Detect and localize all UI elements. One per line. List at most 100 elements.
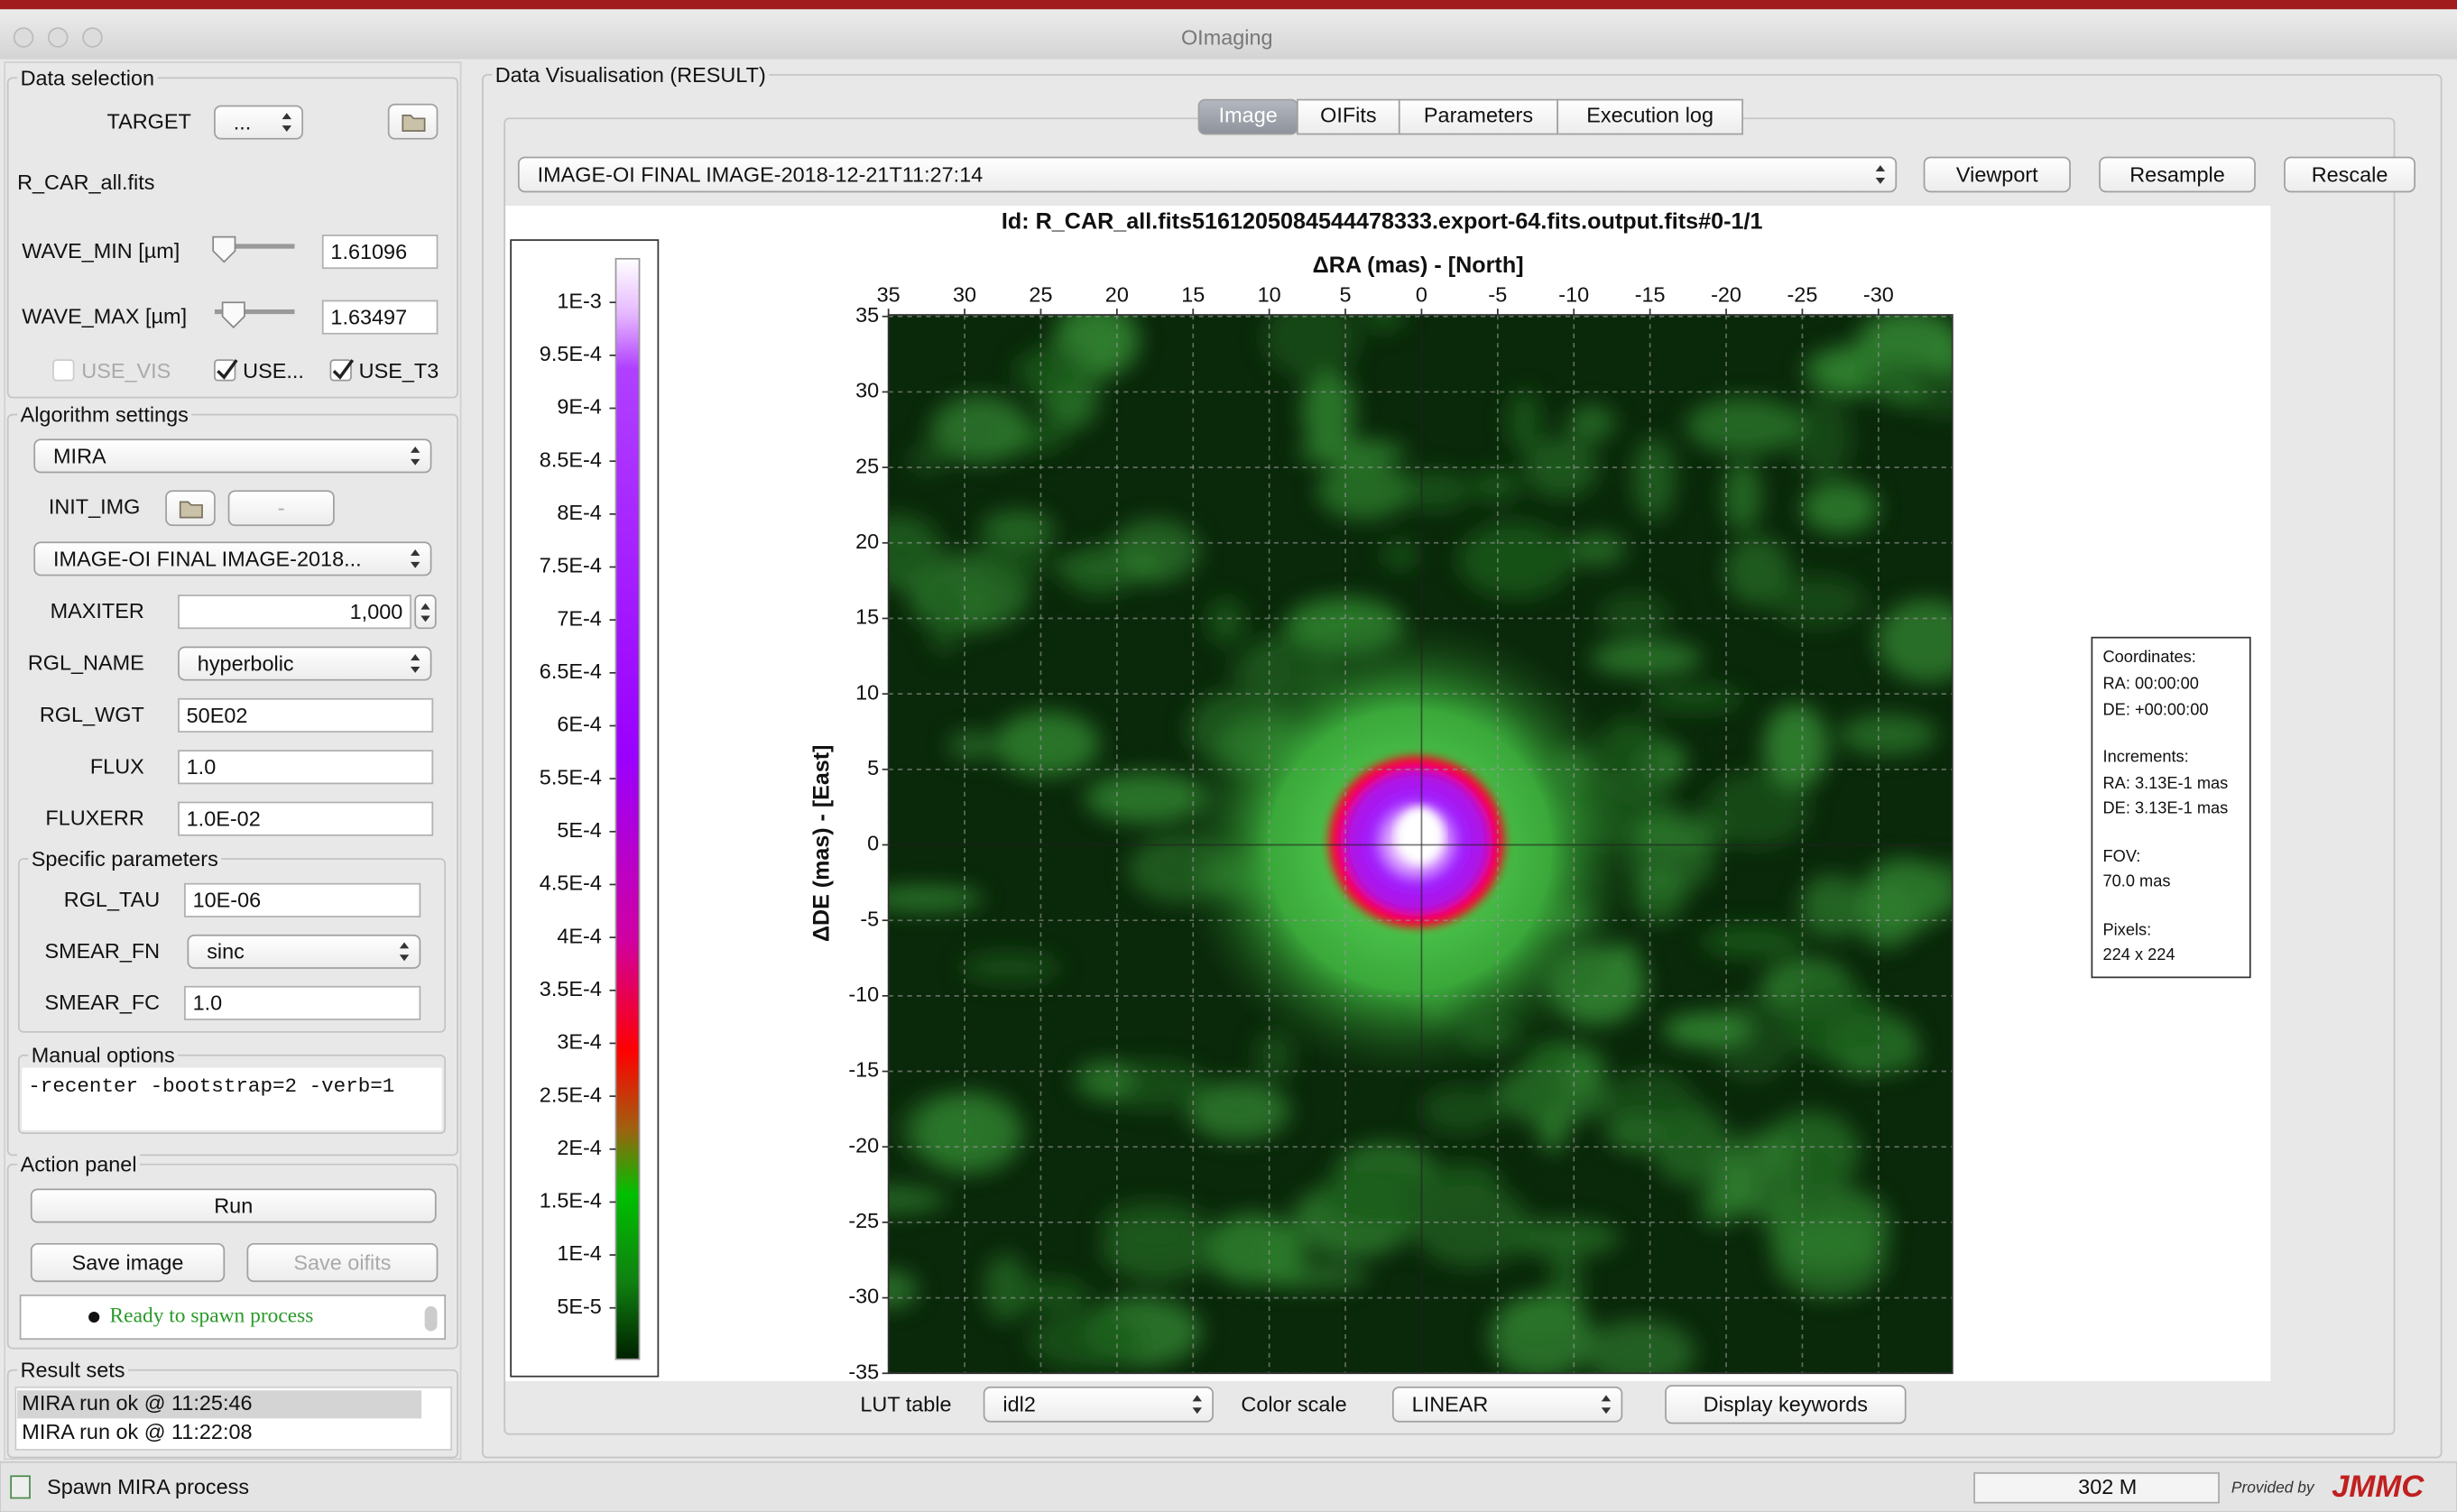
group-title-bg (17, 402, 192, 427)
view-button[interactable] (2099, 156, 2256, 193)
visualisation-group (482, 74, 2443, 1459)
minimize-button[interactable] (47, 27, 69, 48)
jmmc-logo: JMMC (2332, 1470, 2425, 1504)
target-combo-value: ... (234, 111, 252, 134)
image-blob (888, 1270, 919, 1309)
view-button-label: Rescale (2312, 162, 2388, 186)
tab[interactable] (1398, 98, 1559, 135)
view-button[interactable] (2284, 156, 2415, 193)
checkbox-label: USE_T3 (359, 359, 439, 383)
tab[interactable] (1556, 98, 1743, 135)
colorbar-tick-label: 4E-4 (557, 924, 602, 947)
status-icon (10, 1475, 31, 1499)
save-image-button-label: Save image (72, 1250, 184, 1274)
image-combo-value: IMAGE-OI FINAL IMAGE-2018-12-21T11:27:14 (538, 162, 984, 186)
image-frame (887, 314, 1954, 1375)
algorithm-group (6, 413, 458, 1157)
checkbox[interactable] (329, 359, 352, 382)
x-tick-label: 5 (1340, 282, 1352, 306)
param-combo[interactable] (178, 646, 432, 681)
x-tick-label: -20 (1711, 282, 1741, 306)
image-blob (1589, 641, 1703, 676)
x-tick-label: 35 (877, 282, 901, 306)
display-keywords-button[interactable] (1665, 1385, 1907, 1424)
image-blob (1642, 685, 1745, 712)
run-button-label: Run (214, 1194, 253, 1217)
y-tick-label: -20 (848, 1133, 879, 1157)
y-tick-label: -5 (860, 907, 879, 930)
param-field[interactable] (178, 697, 434, 733)
param-spinner[interactable] (178, 595, 411, 630)
init-img-clear-button[interactable] (227, 490, 335, 527)
image-blob (1584, 1319, 1695, 1374)
data-selection-group (6, 77, 458, 399)
image-blob (1262, 315, 1360, 379)
lut-combo[interactable] (983, 1386, 1215, 1423)
field-label: FLUX (90, 754, 144, 778)
combo-arrows (399, 942, 410, 962)
init-img-combo-value: IMAGE-OI FINAL IMAGE-2018... (53, 547, 362, 570)
view-button[interactable] (1923, 156, 2071, 193)
y-tick-label: -35 (848, 1360, 879, 1383)
combo-arrows (410, 447, 420, 466)
param-combo[interactable] (187, 934, 421, 969)
slider-thumb[interactable] (212, 235, 236, 263)
wave-min-field[interactable] (321, 235, 439, 270)
view-button-label: Resample (2129, 162, 2225, 186)
x-axis-label: ΔRA (mas) - [North] (1313, 253, 1524, 278)
wave-max-field[interactable] (321, 300, 439, 335)
algorithm-combo[interactable] (33, 438, 432, 474)
visualisation-group-title: Data Visualisation (RESULT) (495, 63, 766, 87)
memory-bar (1973, 1471, 2220, 1504)
image-blob (1801, 481, 1879, 535)
algorithm-group-title: Algorithm settings (21, 403, 189, 427)
x-tick-label: 10 (1258, 282, 1281, 306)
specific-group-title: Specific parameters (32, 847, 218, 871)
image-blob (983, 516, 1048, 583)
checkbox[interactable] (214, 359, 236, 382)
y-tick-label: -10 (848, 982, 879, 1006)
image-blob (1412, 1185, 1530, 1268)
label: WAVE_MIN [µm] (22, 239, 180, 263)
manual-text-area[interactable] (22, 1067, 442, 1130)
zoom-button[interactable] (82, 27, 103, 48)
colorbar-tick-label: 3.5E-4 (540, 977, 602, 1000)
param-field[interactable] (178, 750, 434, 785)
checkbox[interactable] (52, 359, 75, 382)
view-button-label: Viewport (1956, 162, 2038, 186)
image-blob (1686, 397, 1804, 454)
colorbar-tick-label: 9.5E-4 (540, 342, 602, 365)
save-oifits-button[interactable] (246, 1242, 439, 1283)
run-button[interactable] (30, 1188, 437, 1223)
param-field[interactable] (178, 801, 434, 836)
image-blob (1926, 860, 1953, 916)
checkbox-label: USE_VIS (81, 359, 171, 383)
target-combo[interactable] (214, 105, 304, 140)
slider-thumb[interactable] (221, 301, 245, 329)
colorbar-tick-label: 1.5E-4 (540, 1189, 602, 1212)
init-img-clear-button-label: - (278, 496, 285, 520)
param-field-value: 1.0 (193, 991, 223, 1015)
tab-label: Image (1219, 104, 1278, 127)
memory-label: 302 M (2078, 1475, 2137, 1498)
param-field[interactable] (184, 985, 421, 1020)
close-button[interactable] (13, 27, 34, 48)
colorbar-tick-label: 6.5E-4 (540, 659, 602, 683)
data-selection-group-title: Data selection (21, 66, 155, 89)
param-field[interactable] (184, 882, 421, 917)
info-line: RA: 3.13E-1 mas (2103, 774, 2229, 792)
image-blob (1926, 332, 1953, 377)
color-scale-combo[interactable] (1391, 1386, 1623, 1423)
manual-group-title: Manual options (32, 1044, 175, 1067)
image-view (888, 315, 1953, 1374)
image-blob (1723, 1157, 1760, 1210)
init-img-combo[interactable] (33, 541, 432, 576)
check-mark (217, 359, 238, 380)
save-image-button[interactable] (30, 1242, 226, 1283)
colorbar-tick-label: 1E-4 (557, 1241, 602, 1265)
image-combo[interactable] (517, 156, 1898, 193)
spinner-arrows[interactable] (414, 595, 437, 630)
status-scroll (424, 1305, 438, 1332)
info-line: RA: 00:00:00 (2103, 674, 2199, 692)
